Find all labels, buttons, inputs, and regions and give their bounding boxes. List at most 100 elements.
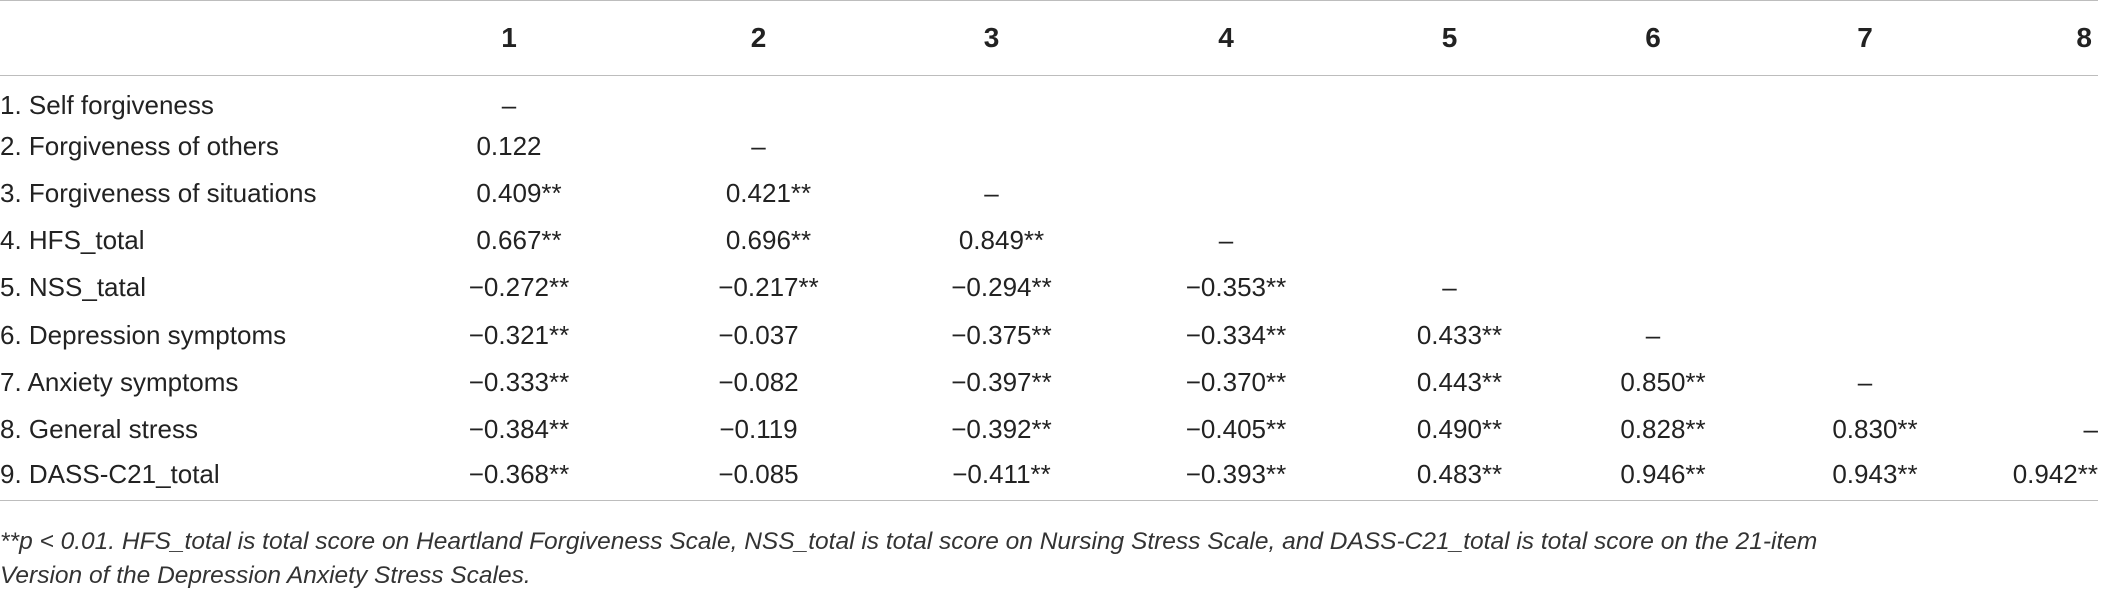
table-cell [1353, 217, 1546, 264]
row-label: 7. Anxiety symptoms [0, 366, 239, 397]
table-cell [1970, 264, 2098, 311]
table-cell: – [1218, 225, 1234, 256]
table-cell [1760, 76, 1970, 123]
table-cell: 0.942** [1970, 453, 2098, 501]
table-cell: −0.082 [718, 366, 799, 397]
table-cell: −0.217** [718, 272, 819, 303]
table-cell [1546, 76, 1760, 123]
column-header-5: 5 [1353, 0, 1546, 76]
table-cell [1760, 123, 1970, 170]
table-cell: −0.397** [951, 366, 1052, 397]
column-header-1: 1 [385, 0, 633, 76]
column-header-7: 7 [1760, 0, 1970, 76]
table-cell: – [984, 177, 999, 208]
table-cell: −0.334** [1185, 319, 1287, 350]
table-body: 1. Self forgiveness –2. Forgiveness of ot… [0, 76, 2098, 501]
table-cell: 0.409** [476, 177, 562, 208]
correlation-table: 1 2 3 4 5 6 7 8 1. Self forgiveness –2. F… [0, 0, 2098, 501]
table-cell [1099, 76, 1353, 123]
table-cell: −0.294** [951, 272, 1052, 303]
table-cell: – [501, 89, 517, 120]
table-cell [1970, 217, 2098, 264]
row-label: 8. General stress [0, 413, 198, 444]
table-cell [1353, 170, 1546, 217]
table-cell: 0.421** [725, 177, 812, 208]
table-cell: 0.946** [1546, 453, 1760, 501]
table-cell [1970, 170, 2098, 217]
table-cell: −0.375** [951, 319, 1052, 350]
table-row: 3. Forgiveness of situations 0.409** 0.421… [0, 170, 2098, 217]
table-cell: 0.849** [958, 225, 1045, 256]
row-label: 4. HFS_total [0, 225, 145, 256]
table-cell [1099, 123, 1353, 170]
table-cell [884, 76, 1099, 123]
table-cell: – [1442, 272, 1457, 303]
table-cell: −0.333** [468, 366, 570, 397]
footnote-line-2: Version of the Depression Anxiety Stress… [0, 562, 531, 589]
table-cell: −0.353** [1185, 272, 1287, 303]
table-cell [1970, 76, 2098, 123]
table-cell: −0.392** [951, 413, 1052, 444]
table-cell: 0.490** [1416, 413, 1503, 444]
table-cell: −0.119 [719, 413, 798, 444]
table-cell: −0.405** [1185, 413, 1287, 444]
table-cell: – [751, 130, 766, 161]
table-cell [1546, 123, 1760, 170]
table-cell: 0.667** [476, 225, 562, 256]
table-header: 1 2 3 4 5 6 7 8 [0, 0, 2098, 76]
table-cell [633, 76, 884, 123]
table-cell: −0.037 [718, 319, 799, 350]
table-footnote: **p < 0.01. HFS_total is total score on … [0, 525, 2098, 593]
table-cell [1353, 123, 1546, 170]
table-row: 1. Self forgiveness – [0, 76, 2098, 123]
table-row: 7. Anxiety symptoms −0.333** −0.082 −0.397*… [0, 359, 2098, 406]
footnote-line-1: **p < 0.01. HFS_total is total score on … [0, 528, 1818, 555]
table-cell [1353, 76, 1546, 123]
table-cell [1546, 217, 1760, 264]
table-cell: −0.368** [385, 453, 633, 501]
table-cell [1099, 170, 1353, 217]
table-cell: 0.122 [476, 130, 542, 161]
table-cell: 0.433** [1416, 319, 1503, 350]
column-header-6: 6 [1546, 0, 1760, 76]
table-row: 6. Depression symptoms −0.321** −0.037 −0.3… [0, 311, 2098, 358]
table-row: 9. DASS-C21_total −0.368** −0.085 −0.411** −… [0, 453, 2098, 501]
table-cell [1970, 311, 2098, 358]
table-cell [1760, 217, 1970, 264]
table-cell: −0.272** [468, 272, 570, 303]
table-cell [1760, 311, 1970, 358]
table-cell: −0.085 [633, 453, 884, 501]
table-cell: −0.321** [468, 319, 570, 350]
table-cell: −0.370** [1185, 366, 1287, 397]
table-cell: 0.850** [1620, 366, 1706, 397]
table-cell: – [2083, 413, 2098, 444]
table-cell [1546, 170, 1760, 217]
row-label: 1. Self forgiveness [0, 89, 214, 120]
table-row: 8. General stress −0.384** −0.119 −0.392** −… [0, 406, 2098, 453]
table-cell: – [1857, 366, 1873, 397]
table-row: 4. HFS_total 0.667** 0.696** 0.849** – [0, 217, 2098, 264]
table-cell: 0.443** [1416, 366, 1503, 397]
row-label: 9. DASS-C21_total [0, 453, 385, 501]
table-cell: 0.483** [1353, 453, 1546, 501]
row-label: 5. NSS_tatal [0, 272, 146, 303]
row-label: 6. Depression symptoms [0, 319, 287, 350]
table-cell: −0.384** [468, 413, 570, 444]
table-cell: 0.830** [1832, 413, 1918, 444]
table-cell [1760, 264, 1970, 311]
column-header-2: 2 [633, 0, 884, 76]
table-cell: 0.943** [1760, 453, 1970, 501]
row-label: 3. Forgiveness of situations [0, 177, 317, 208]
row-label: 2. Forgiveness of others [0, 130, 279, 161]
table-cell: – [1645, 319, 1661, 350]
table-cell [1970, 359, 2098, 406]
table-cell [1760, 170, 1970, 217]
column-header-8: 8 [1970, 0, 2098, 76]
table-cell: 0.696** [725, 225, 812, 256]
column-header-4: 4 [1099, 0, 1353, 76]
table-cell [884, 123, 1099, 170]
table-cell: 0.828** [1620, 413, 1706, 444]
table-cell: −0.393** [1099, 453, 1353, 501]
table-row: 2. Forgiveness of others 0.122 – [0, 123, 2098, 170]
